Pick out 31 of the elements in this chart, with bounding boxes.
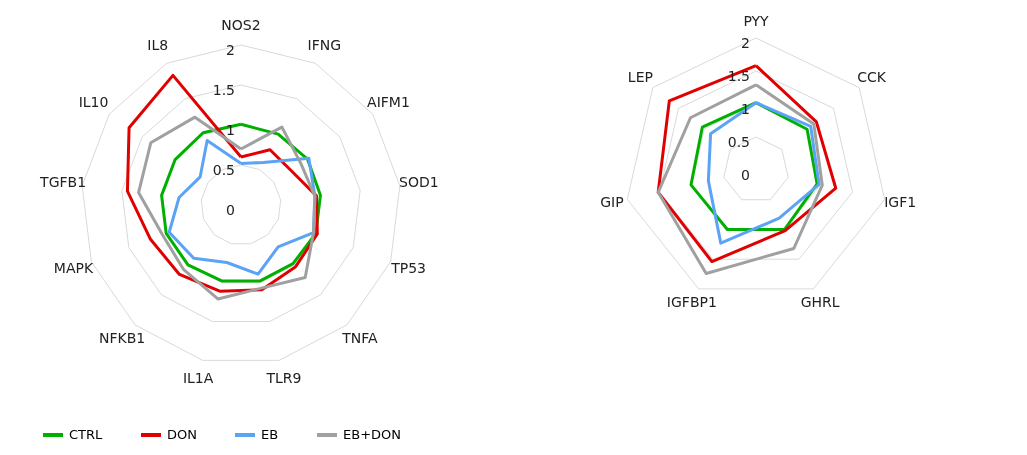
spoke-label: IFNG [307, 37, 342, 54]
y-tick-label: 0 [226, 202, 235, 218]
spoke-label: TGFB1 [39, 174, 87, 191]
spoke-label: TLR9 [265, 369, 302, 386]
spoke-label: IL8 [147, 37, 169, 54]
spoke-label: PYY [743, 13, 770, 30]
y-tick-label: 1.5 [212, 82, 235, 98]
spoke-label: IL1A [182, 369, 214, 386]
y-tick-label: 0.5 [727, 134, 750, 150]
spoke-label: NFKB1 [99, 330, 146, 347]
spoke-label: SOD1 [399, 174, 439, 191]
spoke-label: IGFBP1 [666, 294, 717, 311]
y-tick-label: 2 [741, 35, 750, 51]
y-tick-label: 0.5 [212, 162, 235, 178]
legend-label: EB+DON [343, 427, 401, 442]
y-tick-label: 0 [741, 167, 750, 183]
spoke-label: LEP [627, 68, 653, 85]
spoke-label: AIFM1 [367, 94, 410, 111]
spoke-label: IGF1 [884, 193, 917, 210]
y-tick-label: 2 [226, 42, 235, 58]
legend-label: EB [261, 427, 279, 442]
spoke-label: TNFA [341, 330, 378, 347]
spoke-label: NOS2 [221, 16, 261, 33]
spoke-label: IL10 [78, 94, 109, 111]
spoke-label: CCK [857, 68, 887, 85]
spoke-label: TP53 [390, 259, 426, 276]
spoke-label: MAPK [53, 259, 94, 276]
legend-label: CTRL [69, 427, 104, 442]
spoke-label: GHRL [800, 294, 840, 311]
spoke-label: GIP [600, 193, 624, 210]
legend-label: DON [167, 427, 197, 442]
